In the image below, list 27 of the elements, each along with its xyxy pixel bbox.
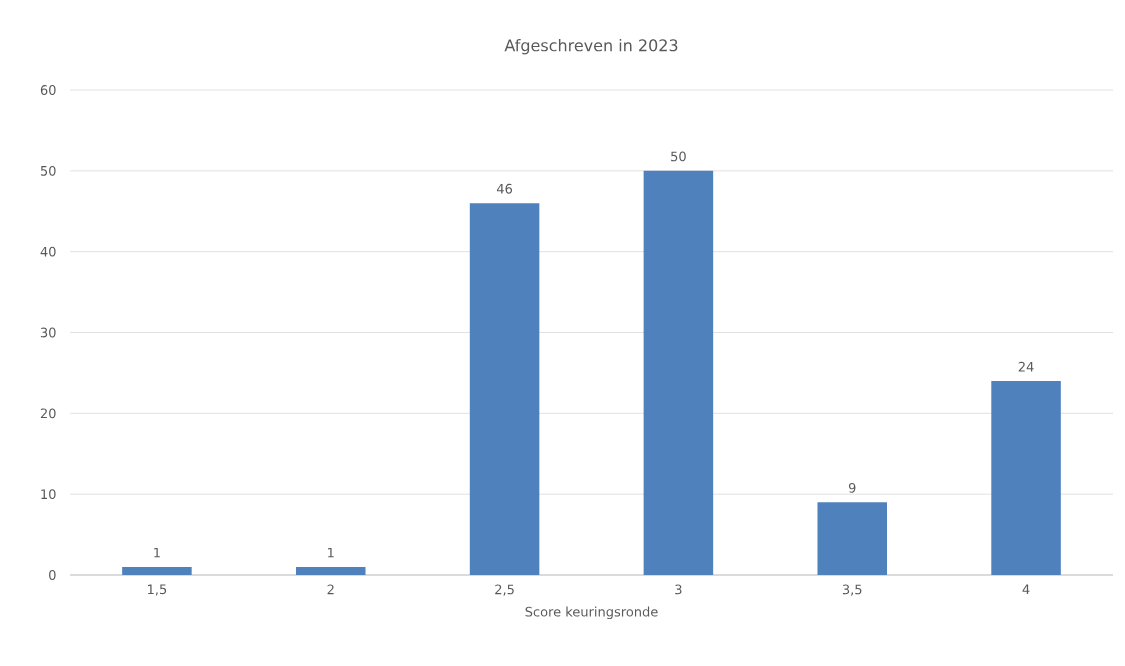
bar bbox=[469, 203, 540, 575]
chart-title: Afgeschreven in 2023 bbox=[504, 38, 678, 55]
bar bbox=[817, 502, 887, 575]
bar bbox=[643, 170, 714, 575]
data-label: 50 bbox=[671, 151, 686, 162]
y-tick-label: 20 bbox=[40, 408, 56, 419]
data-label: 1 bbox=[154, 547, 160, 558]
x-tick-label: 4 bbox=[1022, 584, 1030, 594]
bar bbox=[991, 380, 1061, 575]
data-label: 24 bbox=[1018, 361, 1034, 372]
y-tick-label: 30 bbox=[40, 327, 56, 338]
y-tick-label: 40 bbox=[40, 246, 56, 257]
y-tick-label: 10 bbox=[41, 489, 56, 500]
x-axis-title: Score keuringsronde bbox=[525, 606, 658, 620]
x-tick-label: 2,5 bbox=[495, 584, 514, 596]
x-tick-label: 1,5 bbox=[148, 584, 167, 596]
y-tick-label: 50 bbox=[40, 165, 56, 176]
x-tick-label: 2 bbox=[327, 584, 334, 595]
bar bbox=[295, 566, 366, 575]
data-label: 1 bbox=[328, 547, 334, 558]
y-tick-label: 60 bbox=[40, 85, 56, 95]
bar bbox=[122, 566, 192, 575]
data-label: 46 bbox=[496, 183, 513, 194]
data-label: 9 bbox=[848, 482, 856, 493]
y-tick-label: 0 bbox=[49, 570, 56, 580]
x-tick-label: 3 bbox=[675, 584, 682, 595]
x-tick-label: 3,5 bbox=[842, 584, 862, 596]
